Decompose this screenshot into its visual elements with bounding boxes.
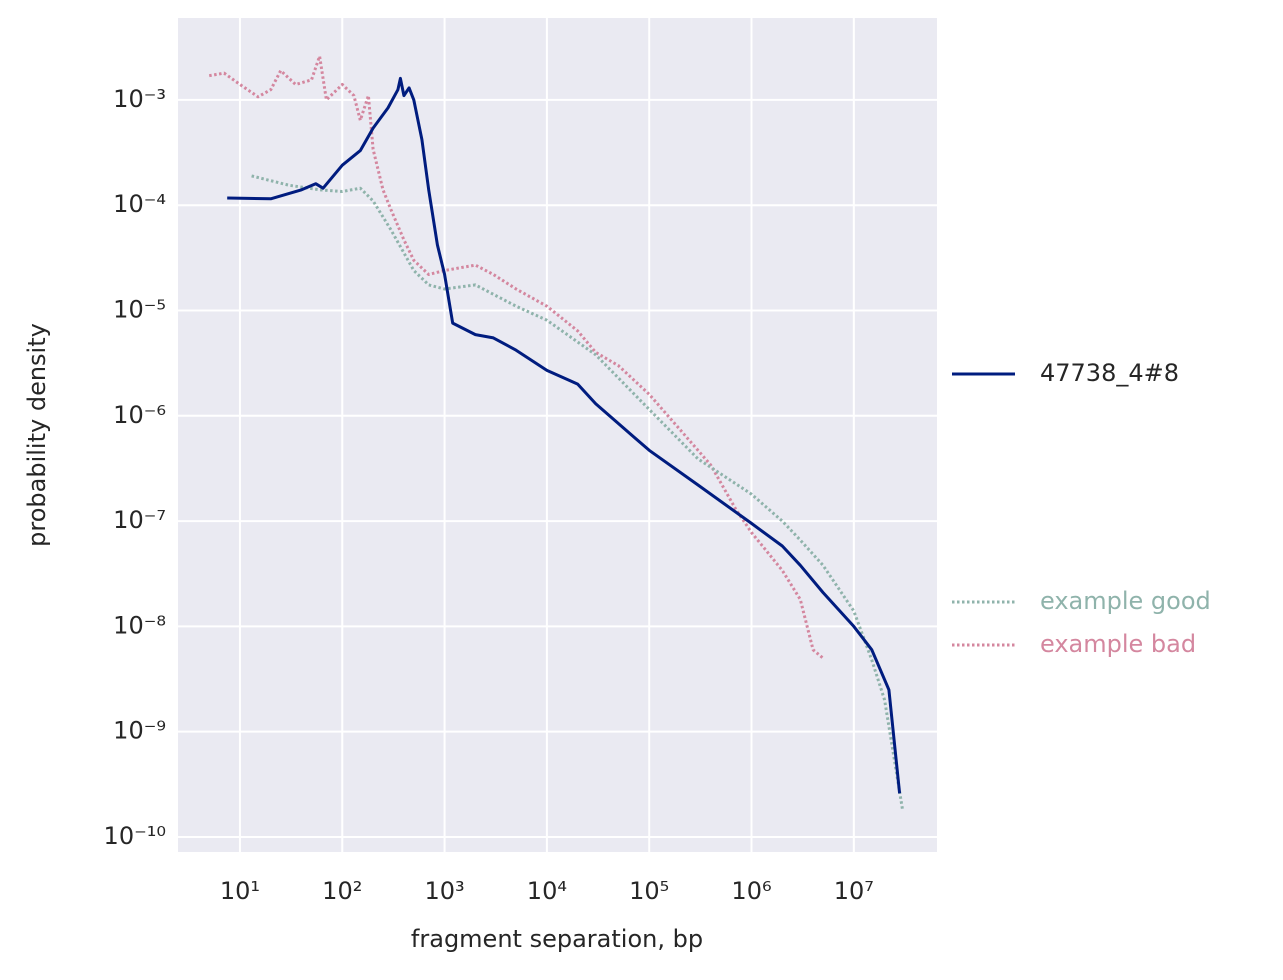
x-axis-label: fragment separation, bp bbox=[411, 925, 703, 953]
series-line bbox=[227, 76, 902, 794]
legend-label: example good bbox=[1040, 587, 1211, 615]
y-tick-label: 10⁻⁶ bbox=[113, 401, 166, 429]
plot-area bbox=[178, 18, 937, 852]
legend-label: example bad bbox=[1040, 630, 1196, 658]
y-tick-label: 10⁻³ bbox=[113, 85, 166, 113]
series-line bbox=[251, 174, 905, 811]
y-tick-label: 10⁻⁸ bbox=[113, 611, 166, 639]
y-tick-label: 10⁻⁵ bbox=[113, 296, 166, 324]
x-tick-label: 10⁶ bbox=[731, 877, 771, 905]
x-tick-label: 10³ bbox=[424, 877, 464, 905]
y-tick-label: 10⁻¹⁰ bbox=[104, 822, 166, 850]
x-tick-label: 10⁴ bbox=[527, 877, 567, 905]
y-tick-label: 10⁻⁷ bbox=[113, 506, 166, 534]
x-tick-label: 10⁵ bbox=[629, 877, 669, 905]
y-tick-label: 10⁻⁴ bbox=[113, 190, 166, 218]
series-line bbox=[208, 54, 824, 660]
x-tick-label: 10⁷ bbox=[834, 877, 874, 905]
x-tick-label: 10² bbox=[322, 877, 362, 905]
y-axis-label: probability density bbox=[23, 323, 51, 547]
legend-label: 47738_4#8 bbox=[1040, 359, 1179, 387]
x-tick-label: 10¹ bbox=[220, 877, 260, 905]
y-tick-label: 10⁻⁹ bbox=[113, 717, 166, 745]
